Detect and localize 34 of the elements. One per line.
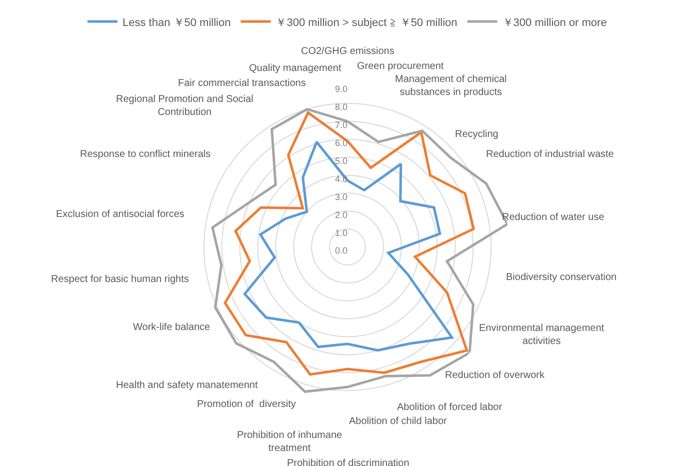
spoke-label: Prohibition of discrimination <box>287 458 410 466</box>
spoke-label: Abolition of forced labor <box>397 402 503 413</box>
spoke-label: CO2/GHG emissions <box>301 46 394 57</box>
spoke-label: Fair commercial transactions <box>178 78 306 89</box>
spoke-label: Reduction of water use <box>502 212 605 223</box>
spoke-label: Reduction of overwork <box>445 370 546 381</box>
y-tick-label: 9.0 <box>334 84 348 94</box>
spoke-label: Abolition of child labor <box>349 416 448 427</box>
spoke-label: Respect for basic human rights <box>51 274 189 285</box>
spoke-label: Environmental management activities <box>479 323 604 347</box>
legend-label: ￥300 million > subject ≧ ￥50 million <box>276 16 458 29</box>
spoke-label: Exclusion of antisocial forces <box>56 209 184 220</box>
y-tick-label: 5.0 <box>334 156 348 166</box>
spoke-label: Response to conflict minerals <box>80 149 211 160</box>
legend-label: Less than ￥50 million <box>122 16 231 29</box>
y-tick-label: 0.0 <box>334 246 348 256</box>
spoke-label: Recycling <box>455 129 498 140</box>
spoke-label: Reduction of industrial waste <box>486 149 614 160</box>
y-tick-label: 7.0 <box>334 120 348 130</box>
spoke-label: Health and safety manatemennt <box>116 380 258 391</box>
spoke-label: Promotion of diversity <box>197 399 296 410</box>
y-tick-label: 8.0 <box>334 102 348 112</box>
y-tick-label: 2.0 <box>334 210 348 220</box>
y-tick-label: 3.0 <box>334 192 348 202</box>
spoke-label: Biodiversity conservation <box>506 272 617 283</box>
spoke-label: Prohibition of inhumane treatment <box>237 430 343 454</box>
spoke-label: Management of chemical substances in products <box>395 74 507 98</box>
spoke-label: Quality management <box>249 63 342 74</box>
spoke-label: Work-life balance <box>133 322 211 333</box>
spoke-label: Green procurement <box>357 61 444 72</box>
spoke-label: Regional Promotion and Social Contribution <box>116 94 254 118</box>
y-tick-label: 1.0 <box>334 228 348 238</box>
y-tick-label: 6.0 <box>334 138 348 148</box>
legend-label: ￥300 million or more <box>502 16 607 29</box>
